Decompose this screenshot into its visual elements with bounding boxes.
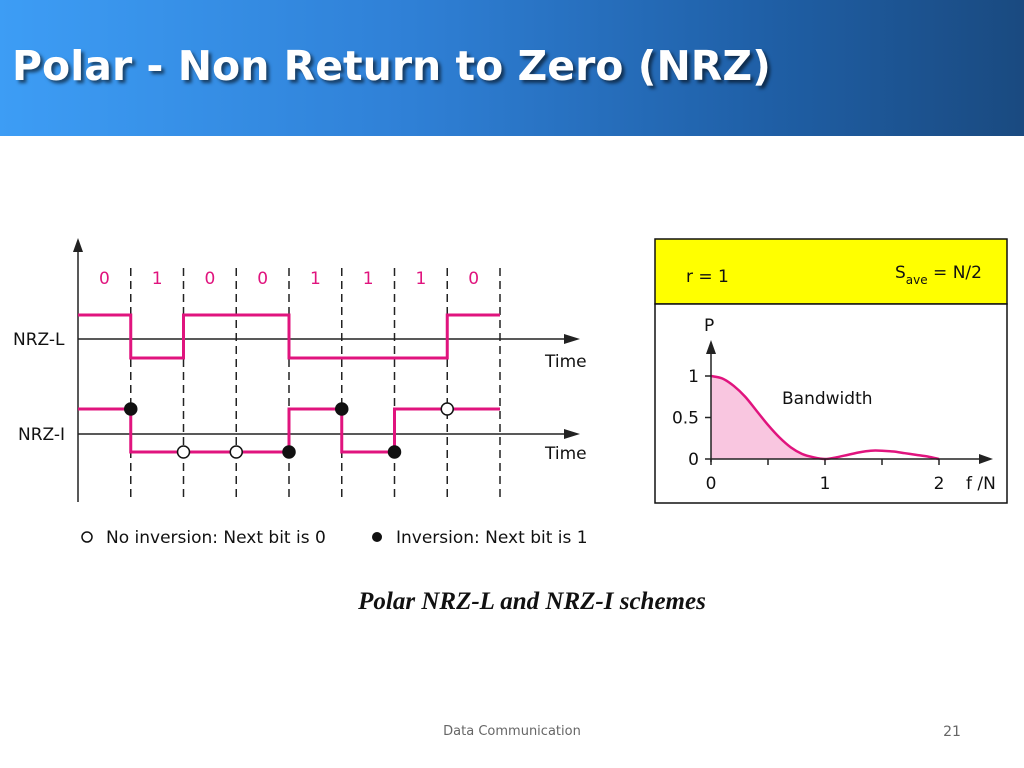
nrzi-time-label: Time xyxy=(544,444,587,464)
bandwidth-annotation: Bandwidth xyxy=(782,389,873,409)
spectrum-area xyxy=(711,376,825,459)
spectrum-y-axis-arrow xyxy=(706,340,716,354)
bit-label: 0 xyxy=(468,269,479,289)
legend-inversion-text: Inversion: Next bit is 1 xyxy=(396,528,588,548)
nrzl-label: NRZ-L xyxy=(13,330,65,350)
slide-title: Polar - Non Return to Zero (NRZ) xyxy=(12,42,771,90)
saverage-label: Save = N/2 xyxy=(895,263,982,287)
no-inversion-marker xyxy=(440,402,454,416)
bit-label: 1 xyxy=(310,269,321,289)
page-number: 21 xyxy=(943,724,961,740)
bit-label: 1 xyxy=(415,269,426,289)
no-inversion-marker xyxy=(176,445,191,459)
rate-label: r = 1 xyxy=(686,267,729,287)
inversion-marker xyxy=(335,402,349,416)
nrzl-time-label: Time xyxy=(544,352,587,372)
diagram-vertical-axis-arrow xyxy=(73,238,83,252)
nrzi-time-axis-arrow xyxy=(564,429,580,439)
spectrum-xlabel: f /N xyxy=(966,474,996,494)
bit-label: 1 xyxy=(363,269,374,289)
spectrum-box-header xyxy=(654,238,1008,305)
bit-label: 0 xyxy=(204,269,215,289)
spectrum-ylabel: P xyxy=(704,316,714,336)
nrzl-signal xyxy=(78,313,500,360)
x-tick-label: 1 xyxy=(820,474,831,494)
footer-text: Data Communication xyxy=(443,724,581,739)
x-tick-label: 0 xyxy=(706,474,717,494)
bit-label: 0 xyxy=(257,269,268,289)
no-inversion-marker xyxy=(229,445,243,459)
figure-caption: Polar NRZ-L and NRZ-I schemes xyxy=(358,588,706,615)
nrzi-label: NRZ-I xyxy=(18,425,65,445)
bit-label: 0 xyxy=(99,269,110,289)
y-tick-label: 0 xyxy=(688,450,699,470)
spectrum-x-axis-arrow xyxy=(979,454,993,464)
inversion-marker xyxy=(282,445,296,459)
nrzi-signal xyxy=(78,407,500,454)
spectrum-box: r = 1 Save = N/2 P f /N Bandwidth 0 1 2 1 0.… xyxy=(654,238,1008,504)
y-tick-label: 0.5 xyxy=(672,409,699,429)
y-tick-label: 1 xyxy=(688,367,699,387)
inversion-marker xyxy=(387,445,402,459)
legend-no-inversion-text: No inversion: Next bit is 0 xyxy=(106,528,326,548)
legend-no-inversion-marker xyxy=(81,531,93,543)
inversion-marker xyxy=(124,402,138,416)
title-bar: Polar - Non Return to Zero (NRZ) xyxy=(0,0,1024,136)
bit-label: 1 xyxy=(152,269,163,289)
nrzl-time-axis-arrow xyxy=(564,334,580,344)
x-tick-label: 2 xyxy=(934,474,945,494)
legend-inversion-marker xyxy=(372,532,382,542)
